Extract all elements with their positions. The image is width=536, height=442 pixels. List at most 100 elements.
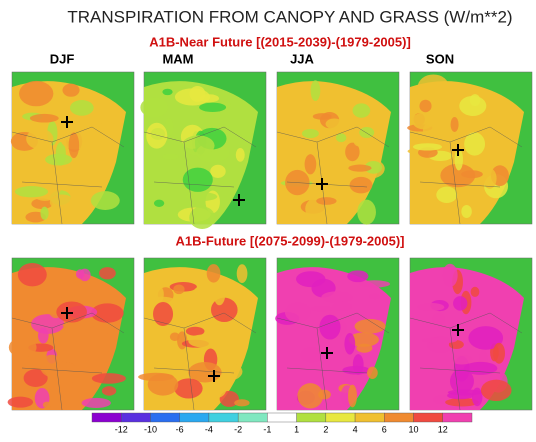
map-patch <box>210 165 226 178</box>
season-label: SON <box>426 51 454 66</box>
map-patch <box>436 187 457 203</box>
map-patch <box>344 333 355 355</box>
map-patch <box>483 168 497 189</box>
season-label: MAM <box>162 51 193 66</box>
map-patch <box>188 335 217 348</box>
map-patch <box>369 293 380 299</box>
map-patch <box>459 96 486 116</box>
map-patch <box>300 347 323 363</box>
map-patch <box>30 114 59 123</box>
map-patch <box>178 301 193 310</box>
map-patch <box>79 269 91 282</box>
map-patch <box>367 367 378 379</box>
map-patch <box>453 296 467 311</box>
map-patch <box>305 154 317 174</box>
map-patch <box>199 103 226 112</box>
map-patch <box>186 327 205 336</box>
colorbar-bin <box>150 413 179 422</box>
map-patch <box>348 385 357 408</box>
colorbar-bin <box>297 413 326 422</box>
colorbar-bin <box>92 413 121 422</box>
map-patch <box>140 97 168 117</box>
map-patch <box>8 397 33 408</box>
map-patch <box>359 280 390 287</box>
colorbar-bin <box>326 413 355 422</box>
colorbar-bin <box>121 413 150 422</box>
map-patch <box>285 302 311 322</box>
map-patch <box>175 88 210 105</box>
colorbar-tick-label: 2 <box>323 424 328 434</box>
map-patch <box>146 123 167 149</box>
map-patch <box>321 291 353 303</box>
map-patch <box>480 121 489 137</box>
map-patch <box>183 168 213 192</box>
map-panel <box>11 72 134 224</box>
map-patch <box>182 135 215 155</box>
map-patch <box>451 117 459 132</box>
colorbar-tick-label: 12 <box>438 424 448 434</box>
colorbar-tick-label: -10 <box>144 424 157 434</box>
map-panel <box>140 72 266 229</box>
map-patch <box>423 123 434 137</box>
map-patch <box>234 399 249 406</box>
map-patch <box>102 386 116 396</box>
map-patch <box>419 100 431 113</box>
colorbar-tick-label: -2 <box>234 424 242 434</box>
map-patch <box>493 343 505 364</box>
map-patch <box>43 402 51 408</box>
map-patch <box>44 280 67 291</box>
map-patch <box>450 369 474 394</box>
map-panel <box>138 258 266 410</box>
map-patch <box>432 313 445 326</box>
map-patch <box>357 200 376 225</box>
map-patch <box>236 148 245 162</box>
colorbar-bin <box>443 413 472 422</box>
map-patch <box>296 271 325 287</box>
map-patch <box>464 132 485 155</box>
map-patch <box>311 80 321 101</box>
map-patch <box>336 133 346 142</box>
scenario-title: A1B-Future [(2075-2099)-(1979-2005)] <box>175 233 404 248</box>
colorbar-bin <box>180 413 209 422</box>
map-patch <box>15 186 48 197</box>
map-patch <box>154 200 164 207</box>
map-patch <box>40 355 64 377</box>
map-patch <box>38 328 49 344</box>
map-patch <box>342 366 369 375</box>
map-patch <box>481 380 512 401</box>
colorbar-bin <box>355 413 384 422</box>
map-patch <box>50 194 74 209</box>
map-patch <box>148 374 179 396</box>
colorbar-tick-label: 1 <box>294 424 299 434</box>
map-patch <box>471 287 480 297</box>
map-patch <box>63 321 95 329</box>
map-patch <box>153 302 173 326</box>
colorbar-bin <box>209 413 238 422</box>
colorbar-tick-label: -1 <box>263 424 271 434</box>
colorbar-tick-label: -12 <box>115 424 128 434</box>
map-patch <box>461 205 472 218</box>
map-patch <box>330 155 341 169</box>
season-label: DJF <box>50 51 75 66</box>
map-patch <box>326 119 344 130</box>
colorbar-tick-label: 6 <box>382 424 387 434</box>
map-patch <box>350 177 373 194</box>
map-patch <box>162 153 179 159</box>
map-patch <box>19 81 53 106</box>
map-patch <box>354 136 364 146</box>
colorbar-bin <box>238 413 267 422</box>
scenario-title: A1B-Near Future [(2015-2039)-(1979-2005)… <box>149 34 411 49</box>
map-panel <box>275 258 399 410</box>
map-patch <box>162 89 172 95</box>
map-patch <box>332 302 352 311</box>
map-patch <box>174 378 202 398</box>
map-patch <box>69 132 80 158</box>
map-patch <box>353 103 371 117</box>
map-panel <box>8 258 134 410</box>
figure: TRANSPIRATION FROM CANOPY AND GRASS (W/m… <box>0 0 536 437</box>
map-patch <box>45 154 72 166</box>
map-patch <box>316 197 336 205</box>
map-patch <box>418 74 450 100</box>
map-patch <box>447 392 473 399</box>
colorbar-bin <box>267 413 296 422</box>
